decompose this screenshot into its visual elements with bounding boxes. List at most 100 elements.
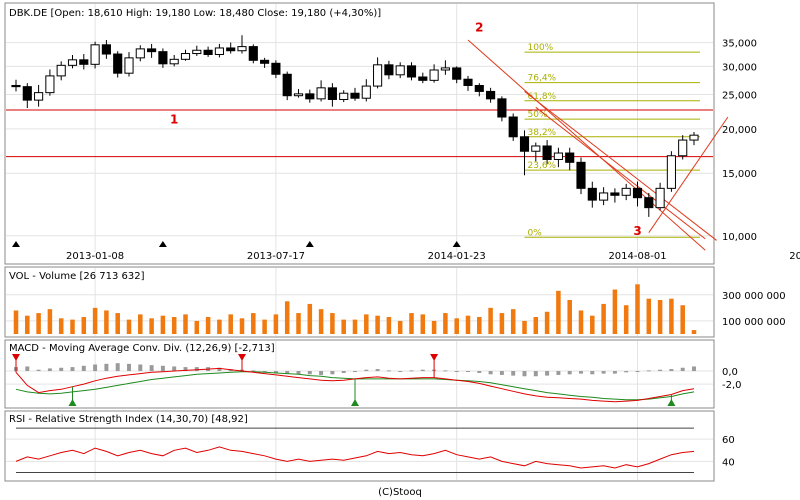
candle-body <box>135 48 145 59</box>
macd-histogram-bar <box>590 371 595 375</box>
macd-histogram-bar <box>93 364 98 372</box>
candle-body <box>440 67 450 71</box>
date-tick-label: 2014-08-01 <box>608 251 666 262</box>
macd-signal-markers <box>12 354 676 406</box>
candle-body <box>248 46 258 61</box>
candle-body <box>395 65 405 76</box>
macd-histogram-bar <box>409 370 414 372</box>
rsi-panel-frame <box>4 410 715 482</box>
macd-histogram-bar <box>341 371 346 373</box>
rsi-tick-label: 40 <box>722 457 735 468</box>
macd-histogram-bar <box>477 371 482 373</box>
macd-histogram-bar <box>511 371 516 376</box>
candle <box>519 130 530 176</box>
rsi-tick-label: 60 <box>722 435 735 446</box>
candle-body <box>361 85 371 99</box>
macd-histogram-bar <box>319 371 324 375</box>
volume-bar <box>657 300 663 334</box>
volume-bar <box>533 317 539 334</box>
wave-label: 2 <box>475 21 483 35</box>
macd-y-axis: 0,0 -2,0 <box>722 367 742 391</box>
macd-histogram-bar <box>522 371 527 377</box>
volume-bar <box>171 317 177 334</box>
candle <box>282 71 292 101</box>
volume-bar <box>544 311 550 334</box>
macd-histogram-bar <box>420 369 425 372</box>
volume-bar <box>397 320 403 334</box>
volume-bar <box>601 303 606 334</box>
candle <box>124 52 134 77</box>
volume-bar <box>262 319 267 334</box>
candle-body <box>689 134 699 141</box>
candle-body <box>565 152 575 163</box>
macd-histogram-bar <box>307 371 312 375</box>
candle <box>395 62 405 79</box>
candle-body <box>678 139 688 157</box>
fibonacci-label: 50% <box>528 110 548 120</box>
volume-bar <box>296 313 301 334</box>
candle-body <box>621 187 631 196</box>
candle-body <box>316 87 326 100</box>
price-y-axis: 10,000 15,000 20,000 25,000 30,000 35,000 <box>722 39 757 243</box>
candle-body <box>610 192 620 196</box>
candle-body <box>576 161 586 189</box>
volume-bar <box>81 317 87 334</box>
channel-line <box>535 106 706 240</box>
macd-histogram-bar <box>499 371 504 375</box>
candle <box>542 140 552 165</box>
volume-bar <box>13 310 19 334</box>
candle <box>56 61 66 81</box>
rsi-line <box>15 446 695 469</box>
candle <box>158 48 168 68</box>
candle <box>440 60 450 75</box>
volume-bar <box>126 319 132 334</box>
channel-line <box>524 91 717 241</box>
volume-bar <box>92 307 98 334</box>
date-axis: 2013-01-08 2013-07-17 2014-01-23 2014-08-01… <box>66 251 800 262</box>
volume-bar <box>104 310 109 334</box>
candle <box>192 45 202 56</box>
macd-histogram-bar <box>624 371 629 373</box>
candle <box>248 44 258 64</box>
channel-line <box>648 116 729 233</box>
macd-histogram-bar <box>545 371 550 376</box>
volume-bar <box>364 314 369 334</box>
macd-histogram-bar <box>669 369 674 372</box>
green-triangle-up-icon <box>351 399 359 406</box>
candle <box>655 182 665 211</box>
macd-histogram-bar <box>601 371 606 374</box>
candle-body <box>486 90 496 100</box>
rsi-level-lines <box>16 427 694 473</box>
black-triangle-up-icon <box>452 241 461 247</box>
volume-bar <box>409 313 414 334</box>
macd-histogram-bar <box>285 371 290 374</box>
macd-histogram-bar <box>533 371 538 377</box>
candle-body <box>169 58 179 65</box>
volume-tick-label: 300 000 000 <box>722 291 786 302</box>
candle <box>361 79 371 102</box>
candle <box>203 46 213 57</box>
macd-histogram-bar <box>443 370 448 372</box>
volume-bar <box>691 330 697 334</box>
candle-body <box>214 47 224 55</box>
candle-body <box>463 78 473 86</box>
macd-histogram-bar <box>149 365 154 372</box>
candle-body <box>655 187 665 209</box>
volume-bar <box>386 317 392 334</box>
candle <box>339 90 349 103</box>
candle <box>135 45 145 62</box>
candle <box>632 181 643 207</box>
fibonacci-label: 0% <box>528 228 543 238</box>
price-tick-label: 35,000 <box>722 39 757 50</box>
candle <box>553 147 563 168</box>
candle-body <box>542 145 552 160</box>
volume-bar <box>635 284 640 334</box>
price-tick-label: 20,000 <box>722 125 757 136</box>
candle-body <box>666 155 676 189</box>
rsi-title: RSI - Relative Strength Index (14,30,70)… <box>9 414 248 425</box>
candle <box>34 84 44 107</box>
volume-bar <box>578 310 584 334</box>
candle <box>45 69 55 96</box>
candle-body <box>11 84 21 88</box>
volume-bar <box>217 319 222 334</box>
